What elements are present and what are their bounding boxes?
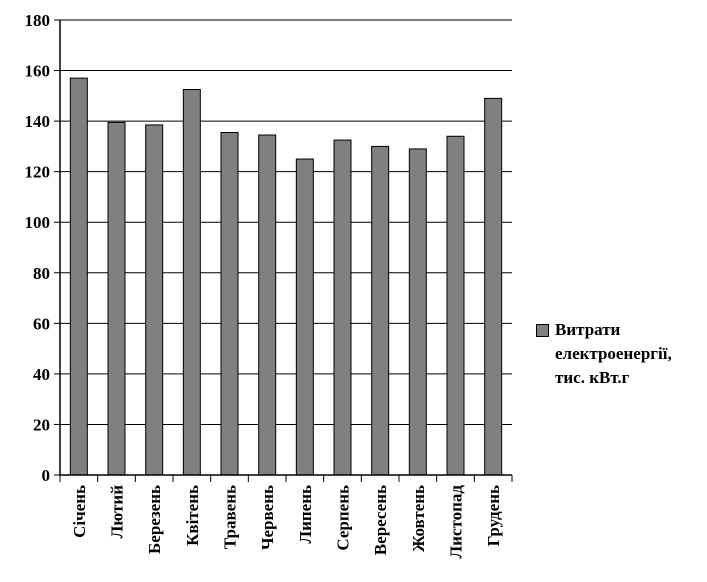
x-tick-label: Серпень: [334, 485, 353, 551]
x-tick-label: Листопад: [447, 485, 466, 559]
y-tick-label: 140: [25, 112, 51, 131]
bar-11: [446, 135, 465, 476]
y-tick-label: 20: [33, 415, 50, 434]
bar-8: [333, 139, 352, 476]
axes: [59, 20, 513, 482]
x-tick-label: Жовтень: [409, 485, 428, 552]
x-tick-label: Липень: [296, 485, 315, 544]
bar-6: [258, 134, 277, 476]
bar-7: [295, 158, 314, 476]
x-tick-label: Квітень: [183, 485, 202, 546]
y-tick-label: 40: [33, 365, 50, 384]
y-tick-label: 100: [25, 213, 51, 232]
legend-swatch: [536, 324, 549, 337]
gridlines: [60, 19, 512, 425]
legend: Витрати електроенергії, тис. кВт.г: [536, 318, 695, 390]
bar-10: [408, 148, 427, 476]
bar-1: [69, 77, 88, 476]
x-tick-label: Березень: [145, 485, 164, 554]
y-tick-label: 60: [33, 314, 50, 333]
y-tick-label: 120: [25, 163, 51, 182]
bar-9: [371, 145, 390, 476]
y-tick-label: 0: [42, 466, 51, 485]
x-tick-label: Грудень: [484, 485, 503, 546]
x-axis-labels: Січень Лютий Березень Квітень Травень Червень…: [70, 485, 503, 559]
x-tick-label: Червень: [258, 485, 277, 550]
bar-5: [220, 131, 239, 476]
x-tick-label: Вересень: [371, 485, 390, 555]
y-tick-label: 180: [25, 11, 51, 30]
x-tick-label: Січень: [70, 485, 89, 538]
y-tick-label: 80: [33, 264, 50, 283]
bar-12: [484, 97, 503, 476]
bar-2: [107, 121, 126, 476]
bars: [69, 77, 503, 476]
x-tick-label: Травень: [221, 485, 240, 549]
legend-label: Витрати електроенергії, тис. кВт.г: [555, 320, 672, 387]
y-tick-label: 160: [25, 62, 51, 81]
bar-3: [145, 124, 164, 476]
y-axis-ticks: 0 20 40 60 80 100 120 140 160 180: [25, 11, 60, 485]
bar-4: [182, 89, 201, 476]
x-tick-label: Лютий: [108, 485, 127, 539]
